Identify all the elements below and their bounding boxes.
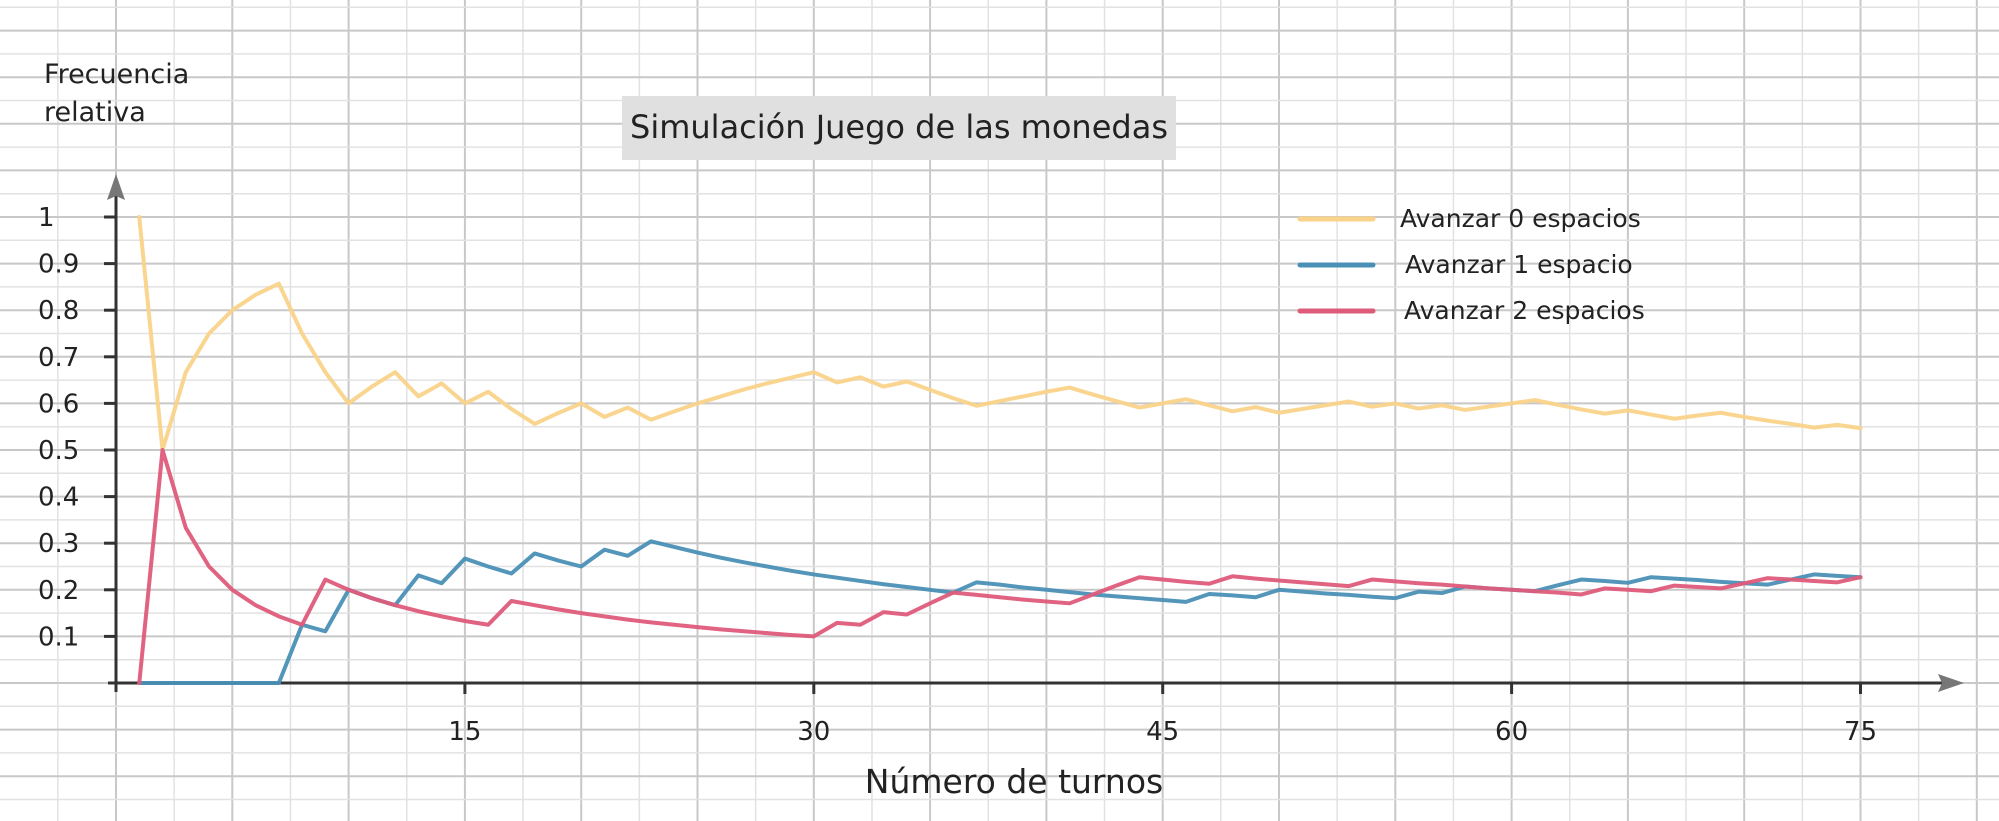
y-tick-label: 0.8: [38, 296, 79, 326]
series-line-1: [137, 539, 1863, 685]
y-tick-label: 0.5: [38, 436, 79, 466]
chart-title-box: [622, 96, 1176, 160]
x-axis-title: Número de turnos: [865, 762, 1163, 801]
legend: Avanzar 0 espacios Avanzar 1 espacio Avanz…: [1297, 204, 1645, 325]
y-axis-title-line2: relativa: [44, 97, 146, 128]
chart-title-text: Simulación Juego de las monedas: [630, 108, 1168, 146]
y-axis-title-line1: Frecuencia: [44, 59, 189, 90]
x-tick-label: 45: [1146, 717, 1179, 747]
y-tick-label: 0.1: [38, 622, 79, 652]
y-tick-label: 0.7: [38, 343, 79, 373]
legend-label: Avanzar 1 espacio: [1405, 250, 1633, 279]
series-line-2: [137, 448, 1863, 685]
y-tick-label: 0.3: [38, 529, 79, 559]
y-tick-label: 0.4: [38, 483, 79, 513]
chart-title: Simulación Juego de las monedas: [622, 96, 1176, 160]
y-tick-label: 1: [38, 203, 55, 233]
y-tick-label: 0.9: [38, 250, 79, 280]
y-tick-label: 0.2: [38, 576, 79, 606]
x-tick-label: 30: [797, 717, 830, 747]
legend-label: Avanzar 0 espacios: [1400, 204, 1641, 233]
legend-label: Avanzar 2 espacios: [1404, 296, 1645, 325]
ticks: 15 30 45 60 75 0.1 0.2 0.3 0.4 0.5 0.6 0.7 0.8 0.9 1: [38, 203, 1877, 747]
y-axis-arrow: [107, 174, 125, 200]
axes: [107, 174, 1964, 692]
series-line-0: [137, 215, 1863, 452]
x-tick-label: 15: [448, 717, 481, 747]
x-tick-label: 60: [1495, 717, 1528, 747]
series-lines: [137, 215, 1863, 685]
y-tick-label: 0.6: [38, 389, 79, 419]
x-tick-label: 75: [1844, 717, 1877, 747]
x-axis-arrow: [1938, 674, 1964, 692]
